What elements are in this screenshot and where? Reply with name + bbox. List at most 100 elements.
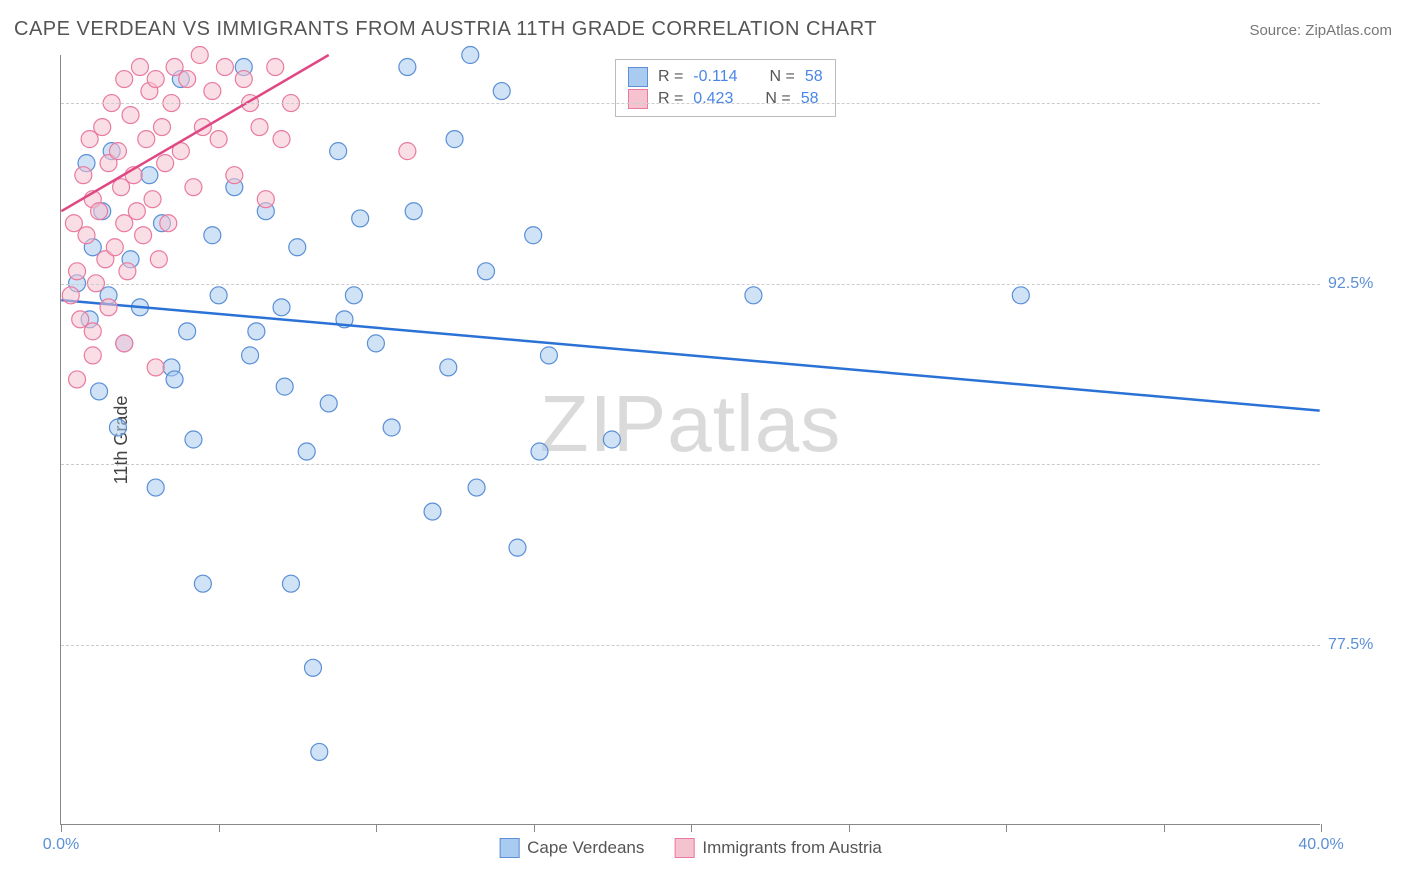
- data-point: [603, 431, 620, 448]
- data-point: [109, 143, 126, 160]
- data-point: [160, 215, 177, 232]
- data-point: [273, 131, 290, 148]
- data-point: [116, 71, 133, 88]
- data-point: [150, 251, 167, 268]
- legend-label: Immigrants from Austria: [702, 838, 882, 858]
- data-point: [531, 443, 548, 460]
- legend-swatch: [628, 89, 648, 109]
- data-point: [138, 131, 155, 148]
- legend-swatch: [499, 838, 519, 858]
- data-point: [478, 263, 495, 280]
- data-point: [84, 323, 101, 340]
- x-tick: [376, 824, 377, 832]
- data-point: [179, 71, 196, 88]
- data-point: [440, 359, 457, 376]
- x-tick: [849, 824, 850, 832]
- data-point: [216, 59, 233, 76]
- x-tick: [691, 824, 692, 832]
- legend-n-value: 58: [801, 88, 819, 110]
- data-point: [185, 179, 202, 196]
- legend-swatch: [628, 67, 648, 87]
- data-point: [78, 227, 95, 244]
- data-point: [276, 378, 293, 395]
- data-point: [1012, 287, 1029, 304]
- gridline-h: [61, 464, 1320, 465]
- data-point: [345, 287, 362, 304]
- x-tick: [61, 824, 62, 832]
- data-point: [242, 347, 259, 364]
- x-tick: [1006, 824, 1007, 832]
- data-point: [540, 347, 557, 364]
- data-point: [257, 191, 274, 208]
- y-tick-label: 77.5%: [1328, 636, 1398, 654]
- data-point: [135, 227, 152, 244]
- y-tick-label: 92.5%: [1328, 275, 1398, 293]
- data-point: [100, 299, 117, 316]
- legend-series: Cape Verdeans Immigrants from Austria: [499, 838, 882, 858]
- data-point: [94, 119, 111, 136]
- data-point: [191, 47, 208, 64]
- data-point: [399, 59, 416, 76]
- legend-label: Cape Verdeans: [527, 838, 644, 858]
- data-point: [84, 347, 101, 364]
- data-point: [147, 71, 164, 88]
- data-point: [289, 239, 306, 256]
- legend-correlation: R = -0.114 N = 58R =0.423N =58: [615, 59, 836, 117]
- data-point: [210, 287, 227, 304]
- data-point: [330, 143, 347, 160]
- gridline-h: [61, 103, 1320, 104]
- data-point: [166, 371, 183, 388]
- data-point: [462, 47, 479, 64]
- x-tick: [1321, 824, 1322, 832]
- data-point: [352, 210, 369, 227]
- plot-area: 11th Grade ZIPatlas R =-0.114N =58R =0.4…: [60, 55, 1320, 825]
- data-point: [298, 443, 315, 460]
- data-point: [147, 479, 164, 496]
- data-point: [320, 395, 337, 412]
- data-point: [106, 239, 123, 256]
- data-point: [525, 227, 542, 244]
- data-point: [367, 335, 384, 352]
- data-point: [194, 575, 211, 592]
- data-point: [235, 71, 252, 88]
- data-point: [204, 227, 221, 244]
- data-point: [509, 539, 526, 556]
- data-point: [75, 167, 92, 184]
- data-point: [119, 263, 136, 280]
- data-point: [383, 419, 400, 436]
- source-label: Source: ZipAtlas.com: [1249, 22, 1392, 39]
- data-point: [185, 431, 202, 448]
- data-point: [204, 83, 221, 100]
- data-point: [69, 371, 86, 388]
- data-point: [62, 287, 79, 304]
- data-point: [248, 323, 265, 340]
- chart-svg: [61, 55, 1320, 824]
- legend-n-label: N =: [769, 66, 794, 88]
- data-point: [267, 59, 284, 76]
- x-tick: [1164, 824, 1165, 832]
- data-point: [405, 203, 422, 220]
- data-point: [282, 575, 299, 592]
- data-point: [745, 287, 762, 304]
- legend-swatch: [674, 838, 694, 858]
- chart-title: CAPE VERDEAN VS IMMIGRANTS FROM AUSTRIA …: [14, 18, 877, 41]
- data-point: [251, 119, 268, 136]
- data-point: [69, 263, 86, 280]
- legend-row: R =0.423N =58: [628, 88, 823, 110]
- data-point: [122, 107, 139, 124]
- data-point: [226, 167, 243, 184]
- legend-r-label: R =: [658, 88, 683, 110]
- data-point: [131, 59, 148, 76]
- data-point: [91, 203, 108, 220]
- data-point: [128, 203, 145, 220]
- title-bar: CAPE VERDEAN VS IMMIGRANTS FROM AUSTRIA …: [14, 18, 1392, 41]
- x-tick-label: 0.0%: [43, 836, 79, 854]
- data-point: [468, 479, 485, 496]
- data-point: [109, 419, 126, 436]
- legend-n-value: 58: [805, 66, 823, 88]
- data-point: [493, 83, 510, 100]
- data-point: [311, 743, 328, 760]
- data-point: [157, 155, 174, 172]
- data-point: [153, 119, 170, 136]
- legend-r-value: -0.114: [693, 66, 737, 88]
